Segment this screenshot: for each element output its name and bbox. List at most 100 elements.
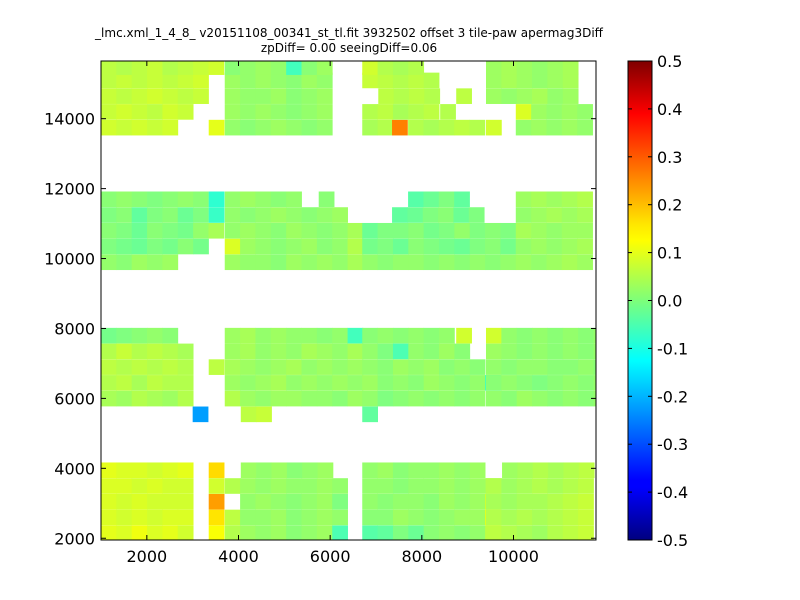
heatmap-cell <box>162 238 179 255</box>
heatmap-cell <box>270 88 287 104</box>
heatmap-cell <box>501 359 518 375</box>
heatmap-cell <box>577 191 593 208</box>
heatmap-cell <box>362 254 378 271</box>
heatmap-cell <box>193 207 209 223</box>
heatmap-cell <box>562 390 579 407</box>
heatmap-cell <box>131 254 148 271</box>
heatmap-cell <box>131 191 148 208</box>
heatmap-cell <box>240 61 256 75</box>
heatmap-cell <box>531 222 547 239</box>
heatmap-cell <box>362 119 378 136</box>
heatmap-cell <box>561 238 578 255</box>
heatmap-cell <box>224 343 241 360</box>
heatmap-cell <box>347 375 364 391</box>
heatmap-cell <box>332 390 348 407</box>
heatmap-cell <box>423 119 440 136</box>
heatmap-cell <box>392 238 409 255</box>
heatmap-cell <box>454 119 470 136</box>
heatmap-cell <box>255 478 272 494</box>
heatmap-cell <box>362 72 378 89</box>
heatmap-cell <box>131 119 148 136</box>
heatmap-cell <box>454 343 471 360</box>
heatmap-cell <box>392 359 409 375</box>
heatmap-cell <box>547 478 564 494</box>
heatmap-cell <box>208 359 225 375</box>
heatmap-cell <box>531 191 547 208</box>
heatmap-cell <box>177 238 194 255</box>
heatmap-cell <box>423 104 440 120</box>
heatmap-cell <box>422 207 439 223</box>
y-tick-label: 10000 <box>44 250 95 269</box>
heatmap-cell <box>347 238 364 255</box>
heatmap-cell <box>486 493 502 510</box>
heatmap-cell <box>286 343 302 360</box>
heatmap-cell <box>101 207 117 223</box>
heatmap-cell <box>162 493 179 510</box>
heatmap-cell <box>240 88 256 104</box>
heatmap-cell <box>147 390 163 407</box>
heatmap-cell <box>131 88 148 104</box>
heatmap-cells <box>101 61 596 540</box>
heatmap-cell <box>177 61 194 75</box>
heatmap-cell <box>501 61 518 75</box>
heatmap-cell <box>547 359 564 375</box>
heatmap-cell <box>116 88 133 104</box>
heatmap-cell <box>408 104 425 120</box>
heatmap-cell <box>301 390 318 407</box>
heatmap-cell <box>177 359 194 375</box>
heatmap-cell <box>562 509 579 526</box>
heatmap-cell <box>177 478 194 494</box>
heatmap-cell <box>177 375 194 391</box>
heatmap-cell <box>316 327 333 344</box>
heatmap-cell <box>501 478 518 494</box>
heatmap-cell <box>516 327 533 344</box>
heatmap-cell <box>392 72 409 89</box>
heatmap-cell <box>486 525 502 540</box>
heatmap-cell <box>270 72 287 89</box>
heatmap-cell <box>423 254 440 271</box>
heatmap-cell <box>562 61 579 75</box>
heatmap-cell <box>347 343 364 360</box>
heatmap-cell <box>516 72 533 89</box>
heatmap-cell <box>423 191 440 208</box>
colorbar-tick-label: -0.5 <box>657 531 688 550</box>
heatmap-cell <box>362 327 378 344</box>
heatmap-cell <box>255 119 272 136</box>
heatmap-cell <box>562 327 579 344</box>
heatmap-cell <box>515 191 532 208</box>
heatmap-cell <box>502 462 518 479</box>
heatmap-cell <box>517 462 534 479</box>
heatmap-cell <box>454 222 471 239</box>
heatmap-cell <box>532 390 548 407</box>
heatmap-cell <box>332 375 348 391</box>
heatmap-cell <box>131 390 148 407</box>
heatmap-cell <box>270 222 287 239</box>
heatmap-cell <box>240 359 256 375</box>
heatmap-cell <box>270 238 287 255</box>
heatmap-cell <box>577 119 593 136</box>
heatmap-cell <box>131 525 148 540</box>
heatmap-cell <box>501 493 518 510</box>
heatmap-cell <box>147 254 163 271</box>
heatmap-cell <box>362 493 378 510</box>
heatmap-cell <box>240 238 256 255</box>
heatmap-cell <box>516 343 533 360</box>
heatmap-cell <box>301 375 318 391</box>
heatmap-cell <box>224 61 241 75</box>
heatmap-cell <box>162 254 179 271</box>
heatmap-cell <box>286 493 302 510</box>
heatmap-cell <box>286 390 302 407</box>
heatmap-cell <box>546 119 563 136</box>
heatmap-cell <box>101 462 117 479</box>
heatmap-cell <box>515 238 532 255</box>
heatmap-cell <box>486 359 502 375</box>
heatmap-cell <box>440 104 456 120</box>
x-tick-label: 10000 <box>488 547 539 566</box>
heatmap-cell <box>147 238 163 255</box>
colorbar-tick-label: 0.4 <box>657 100 682 119</box>
heatmap-cell <box>561 222 578 239</box>
heatmap-cell <box>177 191 194 208</box>
heatmap-cell <box>439 254 455 271</box>
heatmap-cell <box>147 61 163 75</box>
